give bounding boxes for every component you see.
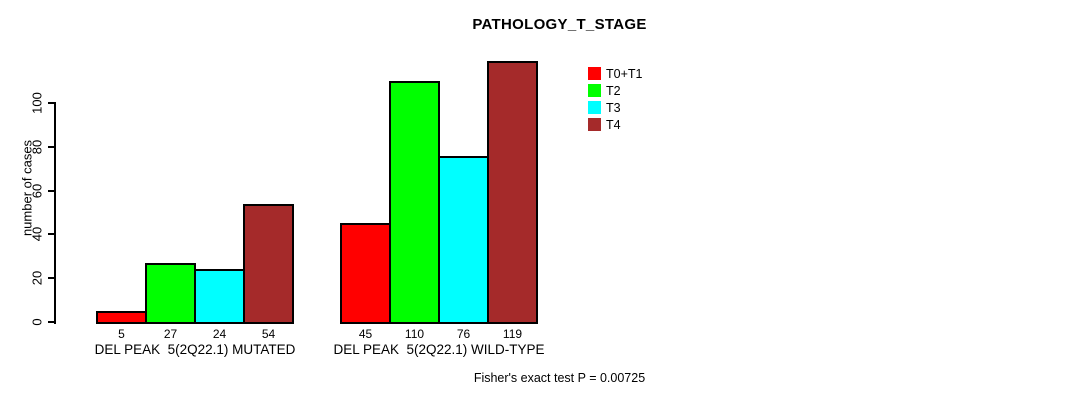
bar-t0-t1-group2 xyxy=(340,223,391,324)
y-axis-tick-label: 100 xyxy=(30,92,45,114)
y-axis-tick-label: 60 xyxy=(30,184,45,198)
bar-value-label: 45 xyxy=(340,327,391,341)
legend-swatch xyxy=(588,101,601,114)
y-axis-tick xyxy=(48,277,56,279)
y-axis-tick-label: 40 xyxy=(30,227,45,241)
legend-item-t3: T3 xyxy=(588,99,642,116)
legend-label: T2 xyxy=(606,84,621,98)
y-axis-tick xyxy=(48,102,56,104)
legend-swatch xyxy=(588,67,601,80)
legend-label: T0+T1 xyxy=(606,67,642,81)
y-axis-tick-label: 20 xyxy=(30,271,45,285)
legend-swatch xyxy=(588,118,601,131)
legend-item-t2: T2 xyxy=(588,82,642,99)
y-axis-tick-label: 80 xyxy=(30,140,45,154)
bar-value-label: 110 xyxy=(389,327,440,341)
bar-t0-t1-group1 xyxy=(96,311,147,324)
group-label: DEL PEAK 5(2Q22.1) MUTATED xyxy=(95,342,296,357)
bar-t2-group1 xyxy=(145,263,196,324)
bar-value-label: 54 xyxy=(243,327,294,341)
chart-title: PATHOLOGY_T_STAGE xyxy=(57,16,1062,33)
bar-value-label: 76 xyxy=(438,327,489,341)
y-axis-line xyxy=(54,102,56,324)
legend-label: T4 xyxy=(606,118,621,132)
y-axis-tick xyxy=(48,233,56,235)
legend-item-t4: T4 xyxy=(588,116,642,133)
bar-t2-group2 xyxy=(389,81,440,324)
pathology-t-stage-chart: PATHOLOGY_T_STAGE number of cases 020406… xyxy=(0,0,1090,400)
legend-item-t0-t1: T0+T1 xyxy=(588,65,642,82)
group-label: DEL PEAK 5(2Q22.1) WILD-TYPE xyxy=(333,342,544,357)
legend: T0+T1 T2 T3 T4 xyxy=(588,65,642,133)
footnote-fisher-test: Fisher's exact test P = 0.00725 xyxy=(57,371,1062,385)
bar-t4-group1 xyxy=(243,204,294,324)
legend-label: T3 xyxy=(606,101,621,115)
y-axis-tick xyxy=(48,146,56,148)
y-axis-tick xyxy=(48,190,56,192)
y-axis-tick-label: 0 xyxy=(30,318,45,325)
bar-value-label: 119 xyxy=(487,327,538,341)
bar-t4-group2 xyxy=(487,61,538,324)
bar-value-label: 27 xyxy=(145,327,196,341)
legend-swatch xyxy=(588,84,601,97)
bar-value-label: 5 xyxy=(96,327,147,341)
y-axis-tick xyxy=(48,321,56,323)
bar-t3-group2 xyxy=(438,156,489,324)
bar-value-label: 24 xyxy=(194,327,245,341)
bar-t3-group1 xyxy=(194,269,245,324)
